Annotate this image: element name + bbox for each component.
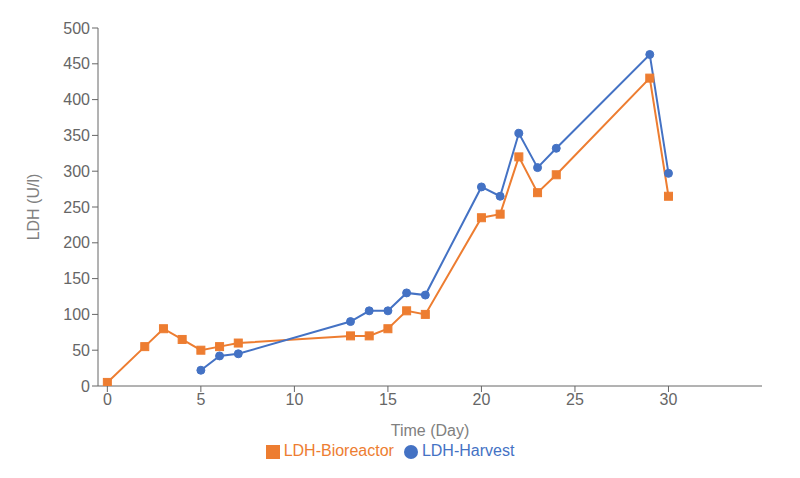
html-text:LDH-Harvest: LDH-Harvest xyxy=(421,442,515,459)
svg-text:30: 30 xyxy=(660,391,678,408)
svg-text:Time (Day): Time (Day) xyxy=(391,422,470,439)
svg-text:20: 20 xyxy=(473,391,491,408)
svg-text:150: 150 xyxy=(63,270,90,287)
svg-text:450: 450 xyxy=(63,55,90,72)
svg-text:250: 250 xyxy=(63,199,90,216)
svg-text:50: 50 xyxy=(72,342,90,359)
svg-text:5: 5 xyxy=(196,391,205,408)
svg-text:10: 10 xyxy=(285,391,303,408)
svg-text:500: 500 xyxy=(63,20,90,37)
svg-text:350: 350 xyxy=(63,127,90,144)
svg-text:200: 200 xyxy=(63,234,90,251)
svg-text:400: 400 xyxy=(63,91,90,108)
svg-text:LDH (U/l): LDH (U/l) xyxy=(25,174,42,241)
html-text:LDH-Bioreactor: LDH-Bioreactor xyxy=(283,442,394,459)
svg-text:15: 15 xyxy=(379,391,397,408)
svg-text:25: 25 xyxy=(566,391,584,408)
svg-text:300: 300 xyxy=(63,163,90,180)
svg-text:100: 100 xyxy=(63,306,90,323)
svg-text:0: 0 xyxy=(81,378,90,395)
svg-text:0: 0 xyxy=(103,391,112,408)
